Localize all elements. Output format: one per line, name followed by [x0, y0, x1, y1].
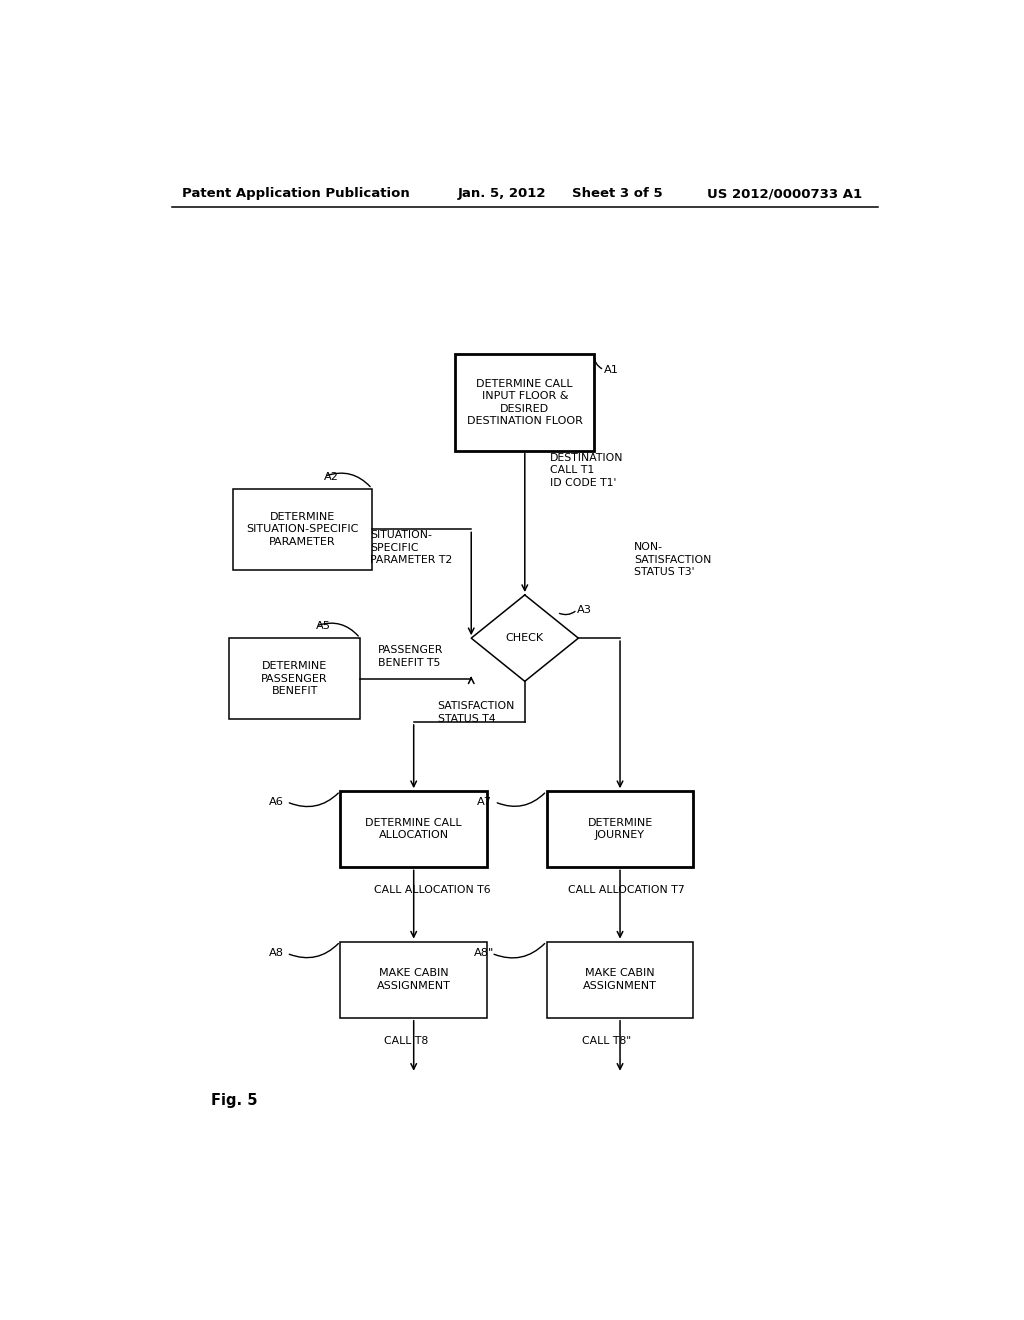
Text: Jan. 5, 2012: Jan. 5, 2012: [458, 187, 546, 201]
Text: CALL T8: CALL T8: [384, 1036, 429, 1045]
FancyBboxPatch shape: [340, 791, 487, 867]
Text: A7: A7: [477, 797, 493, 807]
Text: A2: A2: [324, 471, 339, 482]
Text: SITUATION-
SPECIFIC
PARAMETER T2: SITUATION- SPECIFIC PARAMETER T2: [370, 531, 453, 565]
Text: Patent Application Publication: Patent Application Publication: [182, 187, 410, 201]
Text: SATISFACTION
STATUS T4: SATISFACTION STATUS T4: [437, 701, 515, 723]
Text: A1: A1: [604, 364, 620, 375]
Text: PASSENGER
BENEFIT T5: PASSENGER BENEFIT T5: [378, 645, 443, 668]
Text: DETERMINE
SITUATION-SPECIFIC
PARAMETER: DETERMINE SITUATION-SPECIFIC PARAMETER: [247, 512, 358, 546]
FancyBboxPatch shape: [547, 941, 693, 1018]
FancyBboxPatch shape: [456, 354, 594, 450]
Text: CALL T8": CALL T8": [582, 1036, 631, 1045]
Text: NON-
SATISFACTION
STATUS T3': NON- SATISFACTION STATUS T3': [634, 543, 712, 577]
Text: Sheet 3 of 5: Sheet 3 of 5: [572, 187, 664, 201]
Text: MAKE CABIN
ASSIGNMENT: MAKE CABIN ASSIGNMENT: [377, 969, 451, 991]
Text: A8": A8": [474, 948, 495, 958]
Text: A5: A5: [316, 620, 331, 631]
FancyBboxPatch shape: [340, 941, 487, 1018]
Text: DETERMINE
JOURNEY: DETERMINE JOURNEY: [588, 818, 652, 841]
Text: DETERMINE CALL
INPUT FLOOR &
DESIRED
DESTINATION FLOOR: DETERMINE CALL INPUT FLOOR & DESIRED DES…: [467, 379, 583, 426]
Text: US 2012/0000733 A1: US 2012/0000733 A1: [708, 187, 862, 201]
Text: Fig. 5: Fig. 5: [211, 1093, 258, 1107]
Text: MAKE CABIN
ASSIGNMENT: MAKE CABIN ASSIGNMENT: [583, 969, 657, 991]
Text: A3: A3: [578, 605, 592, 615]
Text: CALL ALLOCATION T6: CALL ALLOCATION T6: [374, 886, 490, 895]
Text: DETERMINE
PASSENGER
BENEFIT: DETERMINE PASSENGER BENEFIT: [261, 661, 328, 696]
Text: CHECK: CHECK: [506, 634, 544, 643]
FancyBboxPatch shape: [547, 791, 693, 867]
Text: CALL ALLOCATION T7: CALL ALLOCATION T7: [568, 886, 685, 895]
Polygon shape: [471, 595, 579, 681]
Text: A8: A8: [269, 948, 285, 958]
FancyBboxPatch shape: [229, 638, 360, 719]
FancyBboxPatch shape: [233, 488, 372, 570]
Text: DESTINATION
CALL T1
ID CODE T1': DESTINATION CALL T1 ID CODE T1': [550, 453, 624, 488]
Text: DETERMINE CALL
ALLOCATION: DETERMINE CALL ALLOCATION: [366, 818, 462, 841]
Text: A6: A6: [269, 797, 284, 807]
